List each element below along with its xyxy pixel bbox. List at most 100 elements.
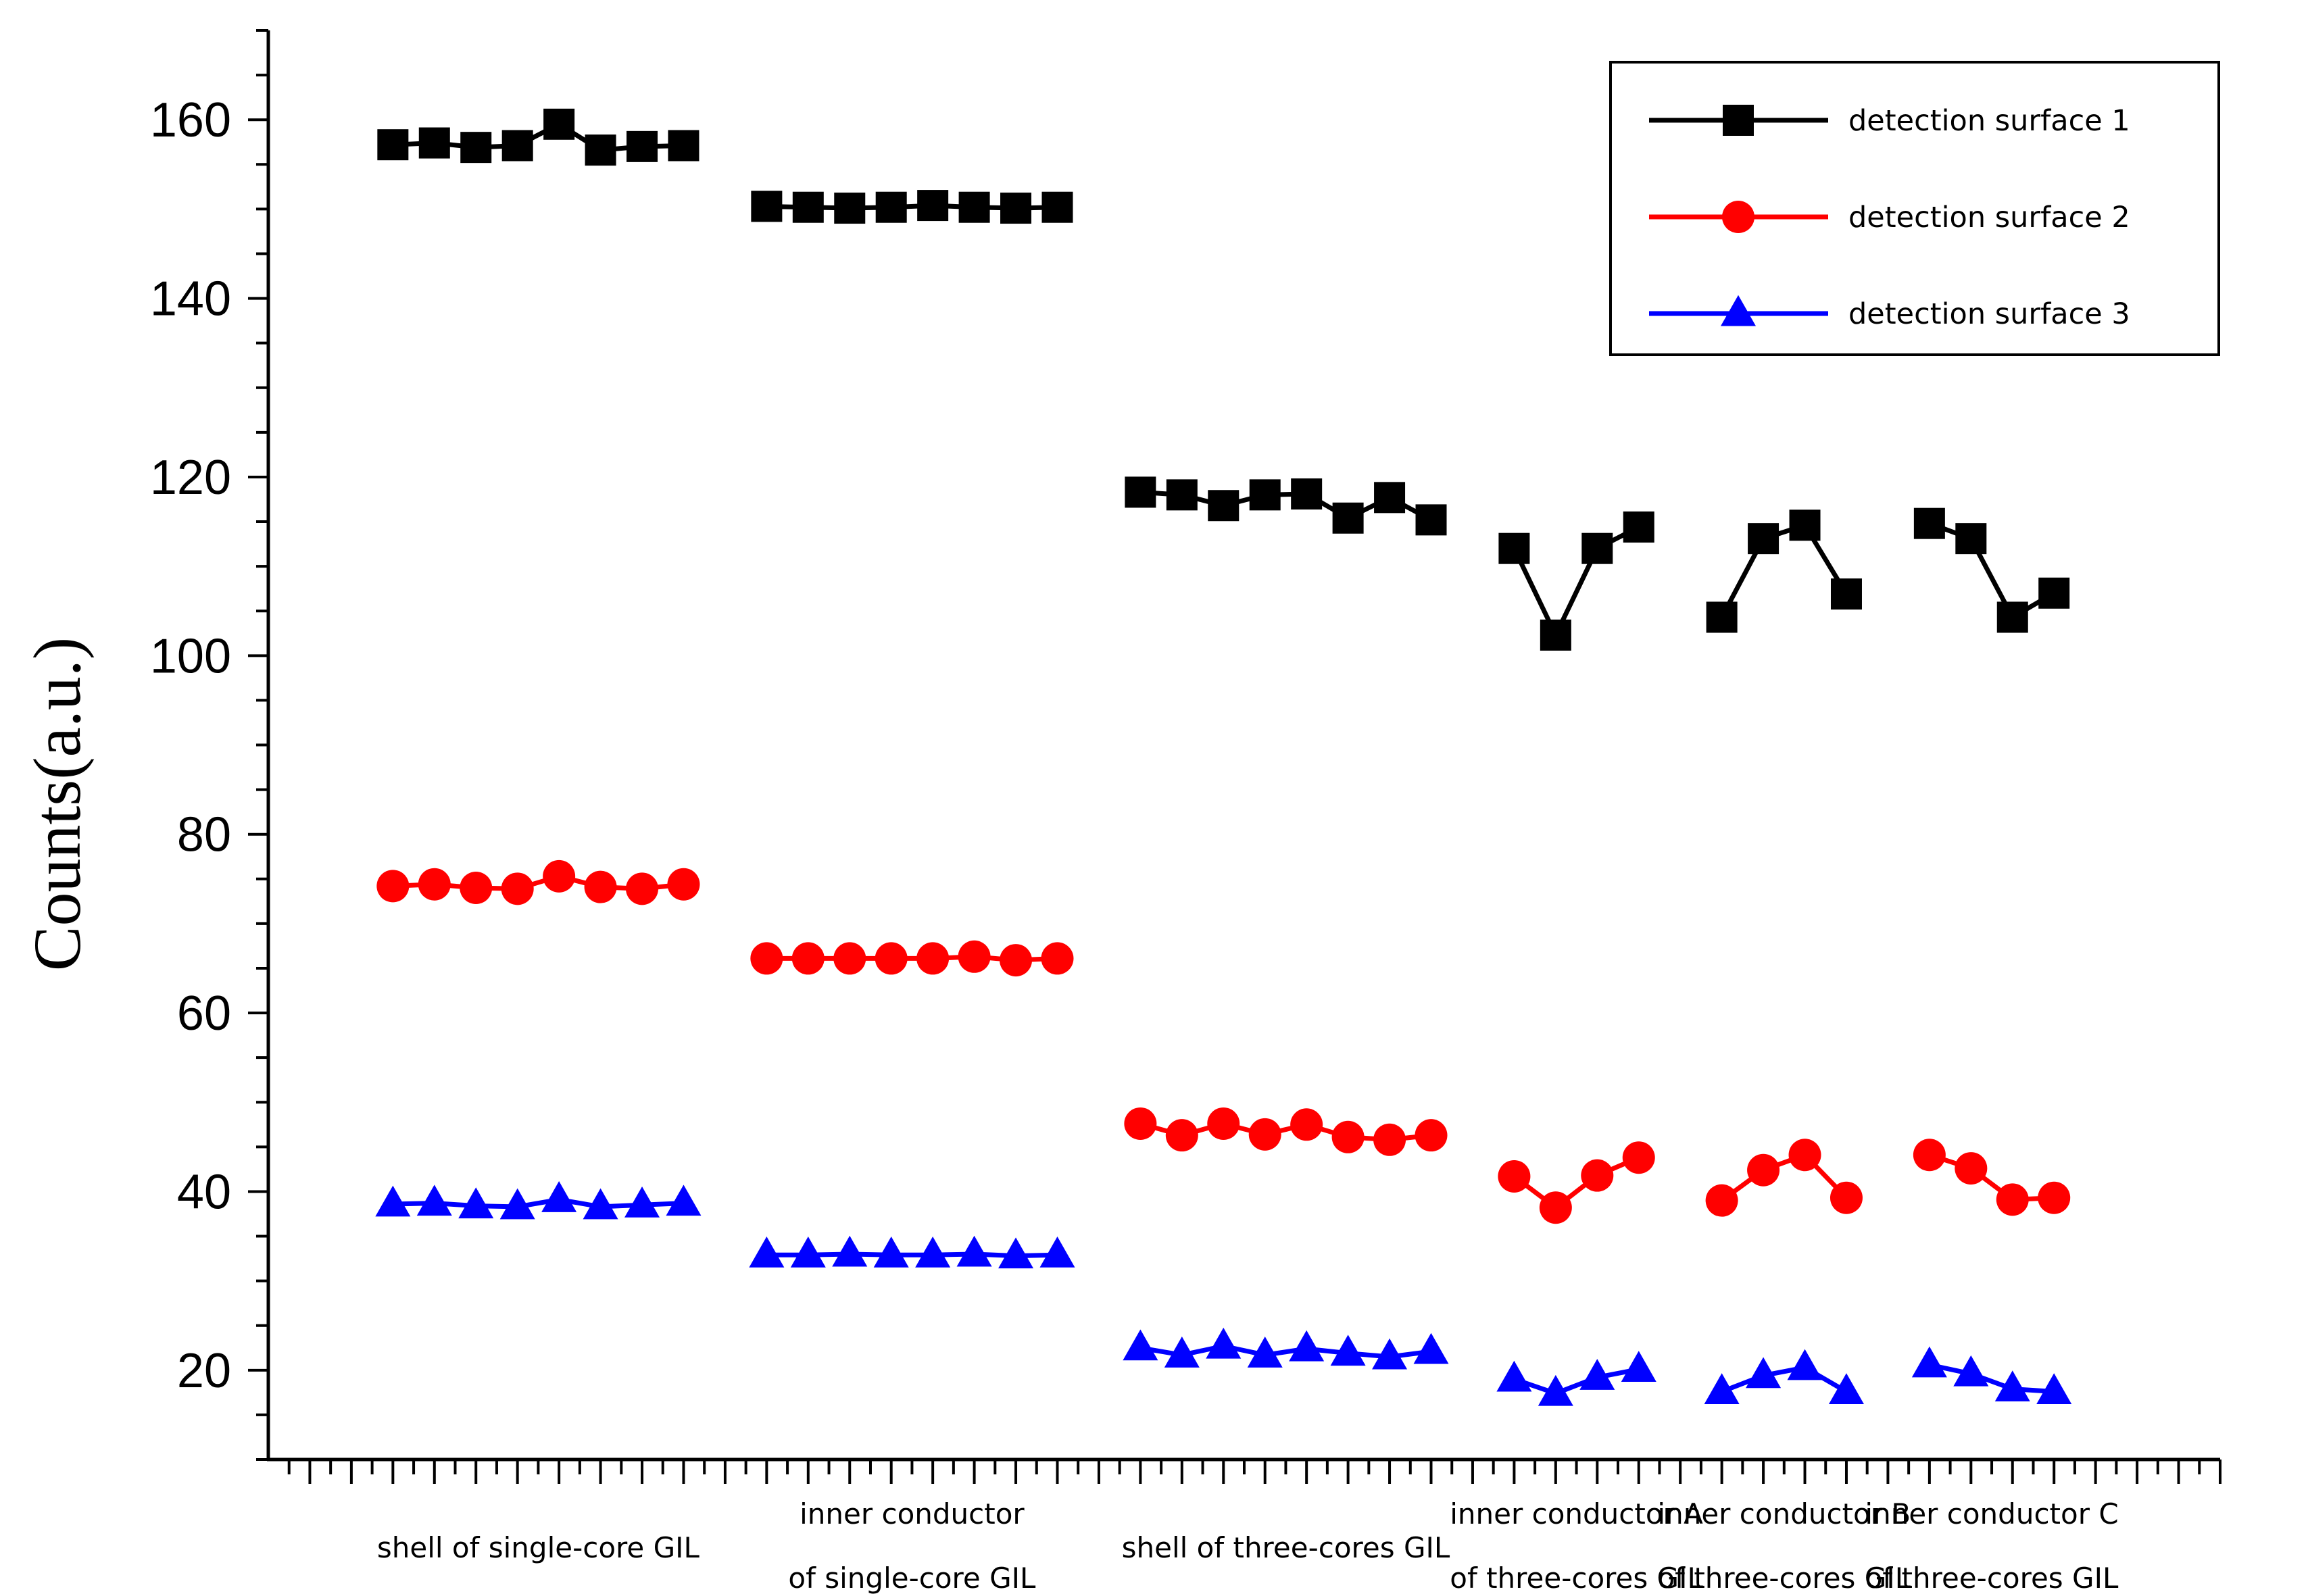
- data-point: [1913, 1139, 1946, 1172]
- category-label: inner conductor A: [1450, 1497, 1703, 1530]
- data-point: [1579, 1359, 1615, 1390]
- legend: detection surface 1 detection surface 2 de…: [1609, 61, 2220, 356]
- data-point: [1330, 1335, 1366, 1366]
- category-label: shell of three-cores GIL: [1122, 1531, 1450, 1564]
- data-point: [1041, 191, 1073, 223]
- series-line: [1928, 1152, 2055, 1202]
- data-point: [1249, 479, 1281, 511]
- legend-box: [1609, 61, 2220, 356]
- data-point: [1705, 1184, 1738, 1217]
- data-point: [624, 1186, 660, 1218]
- data-point: [1039, 1237, 1075, 1268]
- category-label: of three-cores GIL: [1450, 1562, 1703, 1595]
- data-point: [1247, 1337, 1283, 1368]
- data-point: [1623, 511, 1654, 543]
- data-point: [1538, 1374, 1573, 1406]
- data-point: [1125, 476, 1156, 508]
- data-point: [1913, 507, 1945, 539]
- series-3: [375, 1181, 2072, 1406]
- data-point: [418, 868, 451, 901]
- data-point: [750, 942, 783, 975]
- data-point: [873, 1237, 909, 1268]
- data-point: [666, 1184, 702, 1216]
- data-point: [1372, 1338, 1408, 1370]
- data-point: [791, 942, 825, 975]
- data-point: [1415, 1119, 1448, 1152]
- data-point: [1911, 1346, 1947, 1378]
- category-label: inner conductor C: [1865, 1497, 2118, 1530]
- series-line: [1928, 521, 2055, 620]
- data-point: [1788, 1139, 1821, 1172]
- data-point: [501, 130, 533, 161]
- data-point: [416, 1184, 452, 1216]
- data-point: [2038, 1181, 2071, 1214]
- data-point: [1208, 490, 1239, 522]
- data-point: [1830, 1181, 1863, 1214]
- data-point: [1498, 532, 1530, 564]
- series-line: [1721, 1365, 1848, 1394]
- data-point: [501, 872, 534, 905]
- series-line: [1719, 522, 1848, 619]
- data-point: [749, 1237, 785, 1268]
- data-point: [1539, 1191, 1572, 1224]
- data-point: [1828, 1373, 1864, 1405]
- data-point: [1748, 523, 1779, 555]
- series-2: [376, 859, 2071, 1224]
- series-line: [1512, 524, 1640, 638]
- data-point: [1704, 1373, 1740, 1405]
- data-point: [1373, 1123, 1406, 1156]
- data-point: [458, 1187, 494, 1219]
- data-point: [1996, 601, 2028, 633]
- data-point: [583, 1188, 618, 1220]
- data-point: [626, 872, 659, 905]
- legend-label: detection surface 1: [1848, 104, 2130, 138]
- data-point: [1996, 1183, 2029, 1216]
- data-point: [832, 1235, 868, 1267]
- data-point: [1206, 1327, 1242, 1359]
- data-point: [418, 127, 450, 159]
- data-point: [1830, 578, 1862, 610]
- y-tick-label: 140: [150, 272, 231, 326]
- data-point: [1496, 1360, 1532, 1392]
- data-point: [751, 191, 783, 222]
- data-point: [1374, 482, 1406, 514]
- data-point: [585, 134, 616, 166]
- data-point: [1953, 1355, 1989, 1387]
- data-point: [2036, 1373, 2072, 1405]
- data-point: [915, 1237, 951, 1268]
- category-label: inner conductor: [800, 1497, 1025, 1530]
- legend-label: detection surface 3: [1848, 297, 2130, 331]
- data-point: [875, 191, 907, 223]
- y-tick-label: 80: [177, 808, 231, 862]
- data-point: [1291, 478, 1323, 510]
- data-point: [1955, 1152, 1988, 1185]
- data-point: [790, 1237, 826, 1268]
- y-axis-title: Counts(a.u.): [20, 637, 95, 971]
- data-point: [1164, 1337, 1200, 1368]
- data-point: [1955, 523, 1987, 555]
- series-layer: [375, 108, 2072, 1406]
- data-point: [956, 1235, 992, 1267]
- data-point: [460, 132, 492, 164]
- series-line: [1929, 1362, 2055, 1395]
- data-point: [1124, 1107, 1157, 1140]
- data-point: [1747, 1153, 1780, 1187]
- data-point: [1166, 479, 1198, 511]
- data-point: [1746, 1357, 1782, 1389]
- data-point: [834, 193, 866, 224]
- y-tick-label: 120: [150, 451, 231, 505]
- data-point: [1581, 532, 1613, 564]
- category-label: of three-cores GIL: [1865, 1562, 2119, 1595]
- data-point: [1207, 1107, 1240, 1140]
- data-point: [916, 942, 950, 975]
- category-label: inner conductor B: [1657, 1497, 1911, 1530]
- y-tick-label: 60: [177, 987, 231, 1041]
- data-point: [1787, 1349, 1823, 1380]
- data-point: [1540, 619, 1571, 651]
- data-point: [1290, 1108, 1323, 1141]
- axes: 20 40 60 80 100 120 140 160 shell of single-core…: [150, 29, 2221, 1595]
- data-point: [1621, 1351, 1656, 1382]
- data-point: [376, 870, 410, 903]
- data-point: [584, 870, 617, 903]
- data-point: [460, 872, 493, 904]
